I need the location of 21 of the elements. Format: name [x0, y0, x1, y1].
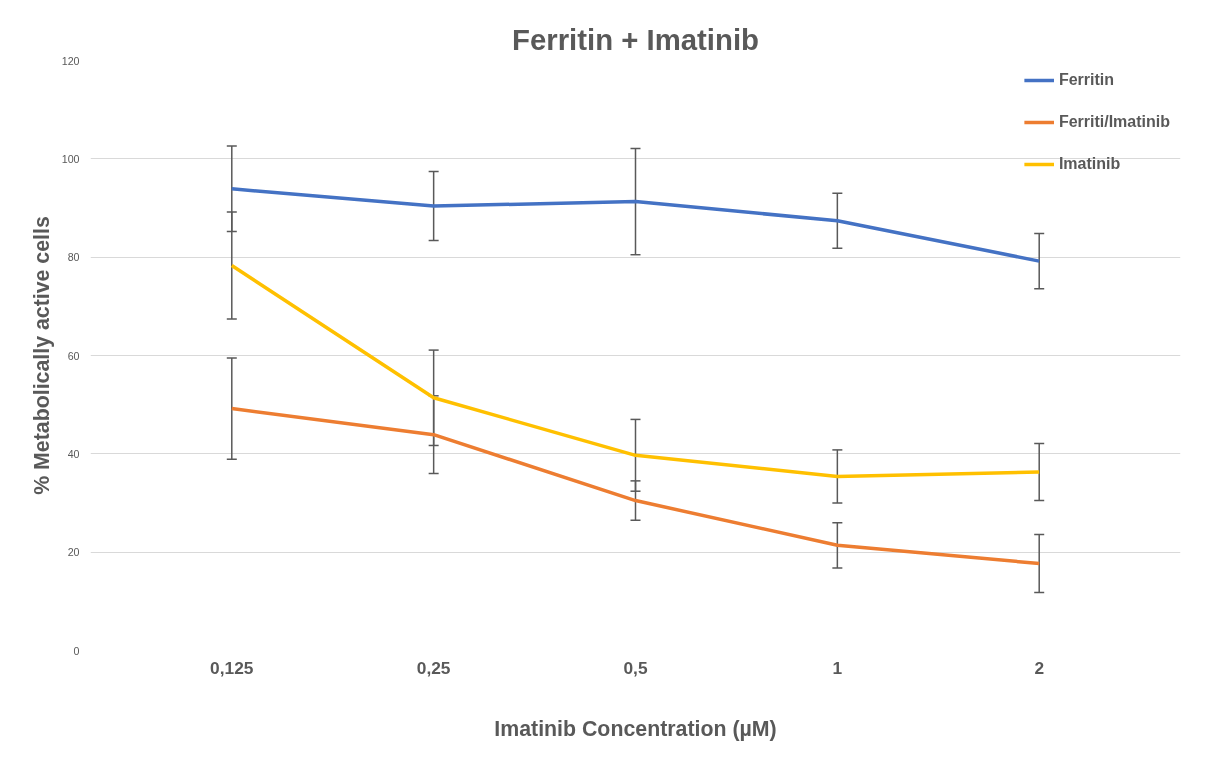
x-tick-label: 0,5: [623, 657, 648, 678]
y-tick-label: 20: [67, 546, 80, 559]
x-tick-label: 0,125: [210, 657, 254, 678]
x-tick-label: 2: [1034, 657, 1045, 678]
x-axis-title: Imatinib Concentration (µM): [494, 716, 777, 741]
x-tick-label: 0,25: [416, 657, 451, 678]
y-tick-label: 0: [73, 644, 80, 657]
y-tick-label: 40: [67, 447, 80, 460]
x-tick-label: 1: [832, 657, 843, 678]
legend-label: Imatinib: [1058, 155, 1121, 173]
line-series: [230, 187, 1041, 263]
line-series: [230, 263, 1041, 479]
y-tick-label: 60: [67, 349, 80, 362]
y-axis-title: % Metabolically active cells: [29, 216, 54, 495]
y-tick-label: 80: [67, 251, 80, 264]
line-series: [230, 406, 1041, 566]
chart-title: Ferritin + Imatinib: [512, 22, 759, 56]
y-tick-label: 100: [61, 152, 80, 165]
y-tick-label: 120: [61, 54, 80, 67]
legend-label: Ferriti/Imatinib: [1058, 113, 1170, 131]
legend-label: Ferritin: [1058, 71, 1114, 89]
